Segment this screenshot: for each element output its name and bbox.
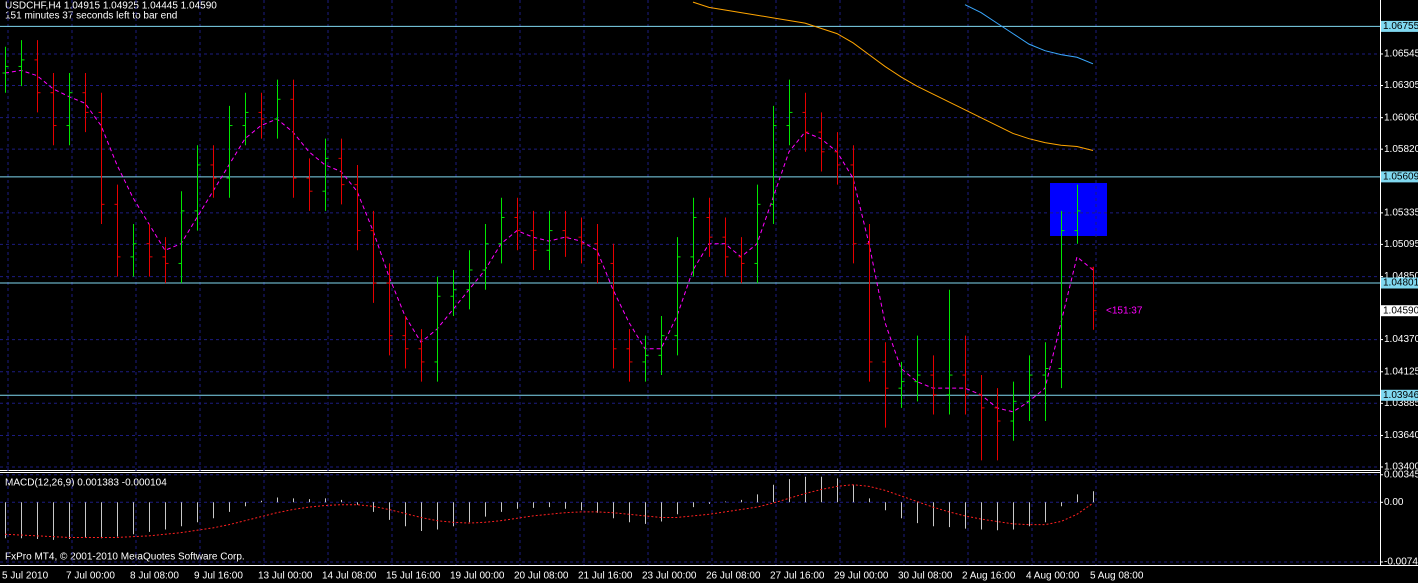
chart-title: USDCHF,H4 1.04915 1.04925 1.04445 1.0459… xyxy=(5,1,217,12)
x-tick-label: 13 Jul 00:00 xyxy=(258,571,313,582)
x-tick-label: 29 Jul 00:00 xyxy=(834,571,889,582)
y-tick-label: 1.04125 xyxy=(1384,366,1418,377)
y-tick-label: 0.00345 xyxy=(1384,469,1418,480)
x-tick-label: 20 Jul 08:00 xyxy=(514,571,569,582)
y-tick-label: -0.00747 xyxy=(1384,557,1418,568)
x-tick-label: 26 Jul 08:00 xyxy=(706,571,761,582)
y-tick-label: 0.00 xyxy=(1384,497,1404,508)
x-tick-label: 5 Jul 2010 xyxy=(2,571,49,582)
y-tick-label: 1.05335 xyxy=(1384,208,1418,219)
bar-timer: 151 minutes 37 seconds left to bar end xyxy=(5,11,177,22)
price-label-box xyxy=(1381,20,1418,32)
x-tick-label: 2 Aug 16:00 xyxy=(962,571,1016,582)
x-tick-label: 7 Jul 00:00 xyxy=(66,571,115,582)
x-tick-label: 4 Aug 00:00 xyxy=(1026,571,1080,582)
x-tick-label: 9 Jul 16:00 xyxy=(194,571,243,582)
indicator-line xyxy=(964,4,1094,65)
last-price-label: 1.04590 xyxy=(1383,305,1418,316)
x-tick-label: 23 Jul 00:00 xyxy=(642,571,697,582)
bar-timer-label: <151:37 xyxy=(1106,305,1143,316)
indicator-line xyxy=(692,1,1094,151)
x-tick-label: 19 Jul 00:00 xyxy=(450,571,505,582)
x-tick-label: 27 Jul 16:00 xyxy=(770,571,825,582)
signal-line xyxy=(4,484,1094,538)
rectangle-object xyxy=(1050,183,1107,236)
x-tick-label: 8 Jul 08:00 xyxy=(130,571,179,582)
price-label: 1.05609 xyxy=(1383,172,1418,183)
x-tick-label: 5 Aug 08:00 xyxy=(1090,571,1144,582)
price-label: 1.03946 xyxy=(1383,390,1418,401)
x-tick-label: 15 Jul 16:00 xyxy=(386,571,441,582)
y-tick-label: 1.05820 xyxy=(1384,144,1418,155)
y-tick-label: 1.06545 xyxy=(1384,49,1418,60)
y-tick-label: 1.03640 xyxy=(1384,430,1418,441)
x-tick-label: 30 Jul 08:00 xyxy=(898,571,953,582)
last-price-box xyxy=(1381,305,1418,317)
y-tick-label: 1.06060 xyxy=(1384,112,1418,123)
y-tick-label: 1.03885 xyxy=(1384,398,1418,409)
x-tick-label: 21 Jul 16:00 xyxy=(578,571,633,582)
x-tick-label: 14 Jul 08:00 xyxy=(322,571,377,582)
footer: FxPro MT4, © 2001-2010 MetaQuotes Softwa… xyxy=(5,552,245,563)
price-label: 1.04801 xyxy=(1383,278,1418,289)
price-label-box xyxy=(1381,171,1418,183)
price-label: 1.06755 xyxy=(1383,21,1418,32)
macd-title: MACD(12,26,9) 0.001383 -0.000104 xyxy=(5,478,167,489)
price-label-box xyxy=(1381,389,1418,401)
y-tick-label: 1.04370 xyxy=(1384,334,1418,345)
y-tick-label: 1.04850 xyxy=(1384,271,1418,282)
y-tick-label: 1.06305 xyxy=(1384,80,1418,91)
price-label-box xyxy=(1381,277,1418,289)
y-tick-label: 1.03400 xyxy=(1384,462,1418,473)
y-tick-label: 1.05095 xyxy=(1384,239,1418,250)
